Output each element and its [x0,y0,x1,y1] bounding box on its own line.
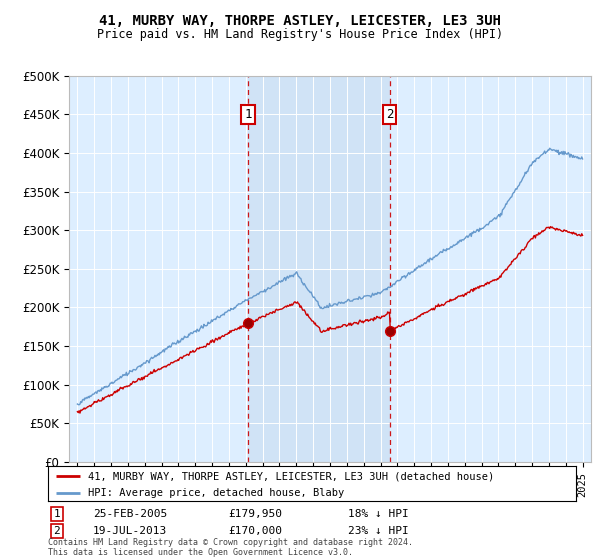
Text: £170,000: £170,000 [228,526,282,536]
Text: Contains HM Land Registry data © Crown copyright and database right 2024.
This d: Contains HM Land Registry data © Crown c… [48,538,413,557]
Text: 18% ↓ HPI: 18% ↓ HPI [348,509,409,519]
Bar [248,76,389,462]
Text: 1: 1 [244,108,251,121]
Text: 25-FEB-2005: 25-FEB-2005 [93,509,167,519]
Text: 1: 1 [53,509,61,519]
Text: HPI: Average price, detached house, Blaby: HPI: Average price, detached house, Blab… [88,488,344,498]
Text: 2: 2 [386,108,394,121]
Text: £179,950: £179,950 [228,509,282,519]
Text: 41, MURBY WAY, THORPE ASTLEY, LEICESTER, LE3 3UH (detached house): 41, MURBY WAY, THORPE ASTLEY, LEICESTER,… [88,472,494,482]
Text: 23% ↓ HPI: 23% ↓ HPI [348,526,409,536]
Text: 2: 2 [53,526,61,536]
Text: 41, MURBY WAY, THORPE ASTLEY, LEICESTER, LE3 3UH: 41, MURBY WAY, THORPE ASTLEY, LEICESTER,… [99,14,501,28]
Text: Price paid vs. HM Land Registry's House Price Index (HPI): Price paid vs. HM Land Registry's House … [97,28,503,41]
Text: 19-JUL-2013: 19-JUL-2013 [93,526,167,536]
